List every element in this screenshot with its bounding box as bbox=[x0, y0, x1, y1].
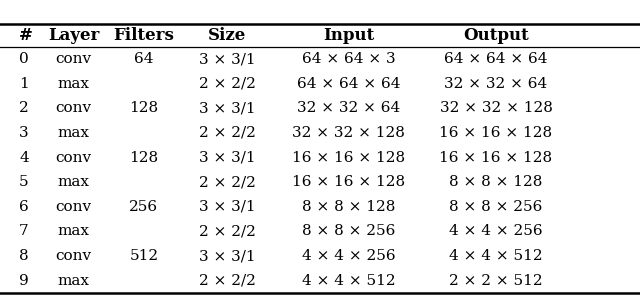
Text: 2: 2 bbox=[19, 101, 29, 115]
Text: 3 × 3/1: 3 × 3/1 bbox=[199, 249, 255, 263]
Text: conv: conv bbox=[56, 52, 92, 66]
Text: conv: conv bbox=[56, 151, 92, 165]
Text: 256: 256 bbox=[129, 200, 159, 214]
Text: 5: 5 bbox=[19, 175, 29, 189]
Text: 8 × 8 × 256: 8 × 8 × 256 bbox=[449, 200, 543, 214]
Text: conv: conv bbox=[56, 101, 92, 115]
Text: max: max bbox=[58, 77, 90, 91]
Text: 3 × 3/1: 3 × 3/1 bbox=[199, 101, 255, 115]
Text: 4 × 4 × 256: 4 × 4 × 256 bbox=[449, 224, 543, 238]
Text: max: max bbox=[58, 175, 90, 189]
Text: 64 × 64 × 3: 64 × 64 × 3 bbox=[302, 52, 396, 66]
Text: 7: 7 bbox=[19, 224, 29, 238]
Text: 128: 128 bbox=[129, 101, 159, 115]
Text: max: max bbox=[58, 224, 90, 238]
Text: 2 × 2/2: 2 × 2/2 bbox=[199, 175, 255, 189]
Text: max: max bbox=[58, 126, 90, 140]
Text: 8 × 8 × 128: 8 × 8 × 128 bbox=[449, 175, 543, 189]
Text: 6: 6 bbox=[19, 200, 29, 214]
Text: Size: Size bbox=[208, 27, 246, 44]
Text: 8 × 8 × 128: 8 × 8 × 128 bbox=[302, 200, 396, 214]
Text: Output: Output bbox=[463, 27, 529, 44]
Text: 32 × 32 × 64: 32 × 32 × 64 bbox=[297, 101, 401, 115]
Text: 2 × 2/2: 2 × 2/2 bbox=[199, 77, 255, 91]
Text: Layer: Layer bbox=[48, 27, 99, 44]
Text: 9: 9 bbox=[19, 274, 29, 288]
Text: 4 × 4 × 256: 4 × 4 × 256 bbox=[302, 249, 396, 263]
Text: conv: conv bbox=[56, 249, 92, 263]
Text: max: max bbox=[58, 274, 90, 288]
Text: 16 × 16 × 128: 16 × 16 × 128 bbox=[440, 126, 552, 140]
Text: 8 × 8 × 256: 8 × 8 × 256 bbox=[302, 224, 396, 238]
Text: 8: 8 bbox=[19, 249, 29, 263]
Text: 2 × 2/2: 2 × 2/2 bbox=[199, 274, 255, 288]
Text: Filters: Filters bbox=[113, 27, 175, 44]
Text: 2 × 2 × 512: 2 × 2 × 512 bbox=[449, 274, 543, 288]
Text: 128: 128 bbox=[129, 151, 159, 165]
Text: 3 × 3/1: 3 × 3/1 bbox=[199, 52, 255, 66]
Text: 64 × 64 × 64: 64 × 64 × 64 bbox=[444, 52, 548, 66]
Text: 2 × 2/2: 2 × 2/2 bbox=[199, 126, 255, 140]
Text: 4 × 4 × 512: 4 × 4 × 512 bbox=[302, 274, 396, 288]
Text: #: # bbox=[19, 27, 33, 44]
Text: 512: 512 bbox=[129, 249, 159, 263]
Text: 16 × 16 × 128: 16 × 16 × 128 bbox=[292, 175, 405, 189]
Text: 64 × 64 × 64: 64 × 64 × 64 bbox=[297, 77, 401, 91]
Text: 3 × 3/1: 3 × 3/1 bbox=[199, 200, 255, 214]
Text: 16 × 16 × 128: 16 × 16 × 128 bbox=[292, 151, 405, 165]
Text: 3 × 3/1: 3 × 3/1 bbox=[199, 151, 255, 165]
Text: 1: 1 bbox=[19, 77, 29, 91]
Text: 4: 4 bbox=[19, 151, 29, 165]
Text: 2 × 2/2: 2 × 2/2 bbox=[199, 224, 255, 238]
Text: 32 × 32 × 128: 32 × 32 × 128 bbox=[440, 101, 552, 115]
Text: 0: 0 bbox=[19, 52, 29, 66]
Text: 64: 64 bbox=[134, 52, 154, 66]
Text: 16 × 16 × 128: 16 × 16 × 128 bbox=[440, 151, 552, 165]
Text: 32 × 32 × 64: 32 × 32 × 64 bbox=[444, 77, 548, 91]
Text: Input: Input bbox=[323, 27, 374, 44]
Text: 4 × 4 × 512: 4 × 4 × 512 bbox=[449, 249, 543, 263]
Text: 32 × 32 × 128: 32 × 32 × 128 bbox=[292, 126, 405, 140]
Text: conv: conv bbox=[56, 200, 92, 214]
Text: 3: 3 bbox=[19, 126, 29, 140]
